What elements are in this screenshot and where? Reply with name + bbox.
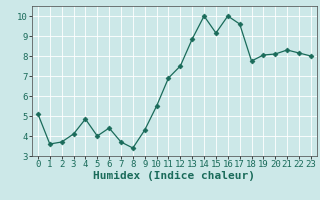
X-axis label: Humidex (Indice chaleur): Humidex (Indice chaleur) [93,171,255,181]
